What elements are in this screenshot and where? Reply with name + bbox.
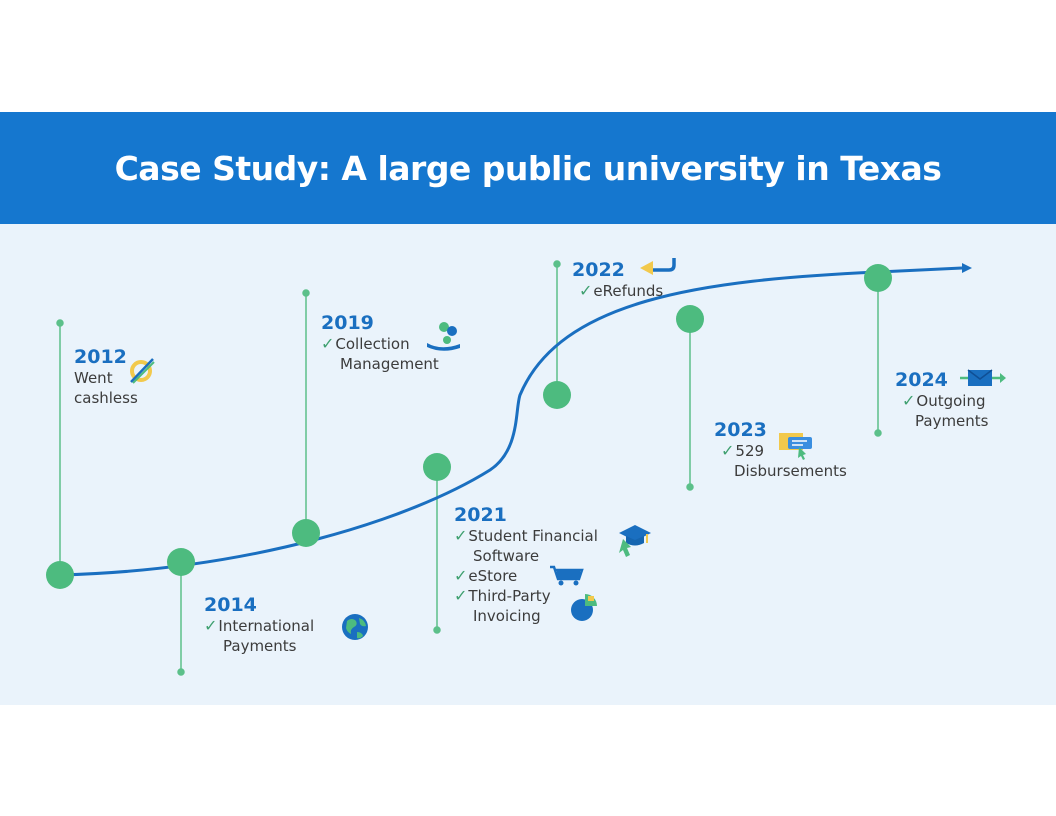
timeline-panel [0,224,1056,705]
return-arrow-icon [640,258,676,275]
invoice-pie-icon [571,594,597,621]
item-2021-line3: eStore [468,567,518,585]
item-2023-line1: 529 [735,442,765,460]
milestone-2021: 2021 ✓Student Financial Software ✓eStore… [454,504,598,626]
check-icon: ✓ [454,566,468,585]
item-2021-line1: Student Financial [468,527,598,545]
item-2019-line2: Management [340,355,439,373]
node-2012 [46,561,74,589]
year-2023: 2023 [714,419,767,441]
stem-end-2024 [874,429,882,437]
node-2019 [292,519,320,547]
item-2019-line1: Collection [335,335,410,353]
milestone-2014: 2014 ✓International Payments [204,594,314,656]
milestone-2012: 2012 Went cashless [74,346,138,408]
year-2022: 2022 [572,259,625,281]
stem-end-2014 [177,668,185,676]
title-banner: Case Study: A large public university in… [0,112,1056,224]
milestone-2023: 2023 ✓529 Disbursements [714,419,847,481]
check-icon: ✓ [902,391,916,410]
item-2012-line1: Went [74,369,113,387]
node-2021 [423,453,451,481]
year-2014: 2014 [204,594,257,616]
milestone-2022: 2022 ✓eRefunds [572,259,663,301]
hand-coins-icon [427,322,460,351]
year-2024: 2024 [895,369,948,391]
milestone-2024: 2024 ✓Outgoing Payments [895,369,988,431]
node-2024 [864,264,892,292]
page-title: Case Study: A large public university in… [114,148,942,188]
stem-end-2012 [56,319,64,327]
item-2024-line1: Outgoing [916,392,986,410]
item-2024-line2: Payments [915,412,989,430]
check-icon: ✓ [454,526,468,545]
item-2021-line2: Software [473,547,540,565]
item-2014-line1: International [218,617,315,635]
shopping-cart-icon [550,565,584,586]
check-icon: ✓ [321,334,335,353]
item-2012-line2: cashless [74,389,138,407]
milestone-nodes [46,264,892,589]
check-icon: ✓ [579,281,593,300]
node-2014 [167,548,195,576]
stem-end-2022 [553,260,561,268]
curve-arrowhead [962,263,972,273]
year-2019: 2019 [321,312,374,334]
stem-end-2023 [686,483,694,491]
year-2021: 2021 [454,504,507,526]
item-2022-line1: eRefunds [593,282,664,300]
year-2012: 2012 [74,346,127,368]
globe-icon [342,614,368,640]
check-document-icon [779,433,812,460]
stems [56,260,882,676]
check-icon: ✓ [454,586,468,605]
item-2021-line5: Invoicing [473,607,541,625]
stem-end-2019 [302,289,310,297]
item-2014-line2: Payments [223,637,297,655]
graduation-cap-icon [619,525,651,557]
node-2022 [543,381,571,409]
envelope-arrow-icon [960,369,1006,386]
node-2023 [676,305,704,333]
stem-end-2021 [433,626,441,634]
milestone-2019: 2019 ✓Collection Management [321,312,439,374]
cashless-icon [130,358,155,384]
check-icon: ✓ [204,616,218,635]
check-icon: ✓ [721,441,735,460]
item-2023-line2: Disbursements [734,462,847,480]
growth-curve [59,266,963,577]
item-2021-line4: Third-Party [468,587,551,605]
